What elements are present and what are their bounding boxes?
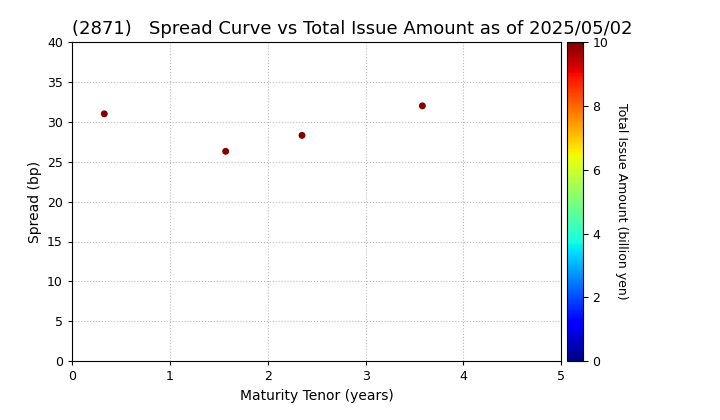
X-axis label: Maturity Tenor (years): Maturity Tenor (years) — [240, 389, 394, 403]
Point — [99, 110, 110, 117]
Point — [417, 102, 428, 109]
Point — [220, 148, 231, 155]
Point — [296, 132, 307, 139]
Text: (2871)   Spread Curve vs Total Issue Amount as of 2025/05/02: (2871) Spread Curve vs Total Issue Amoun… — [72, 20, 632, 38]
Y-axis label: Total Issue Amount (billion yen): Total Issue Amount (billion yen) — [615, 103, 628, 300]
Y-axis label: Spread (bp): Spread (bp) — [27, 160, 42, 243]
